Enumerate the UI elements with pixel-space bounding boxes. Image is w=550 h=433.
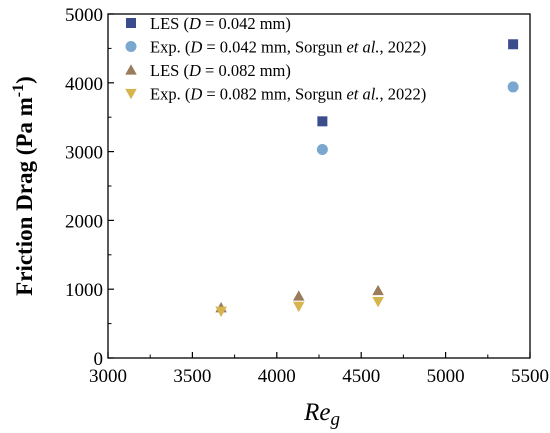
- y-axis-label-sup: -1: [10, 84, 27, 97]
- legend-var: D: [188, 14, 201, 33]
- y-tick-label: 1000: [65, 280, 103, 301]
- legend-text: = 0.042 mm): [201, 14, 291, 33]
- y-axis-label: Friction Drag (Pa m-1): [10, 76, 37, 296]
- data-marks: [215, 39, 519, 317]
- x-tick-label: 3500: [173, 366, 211, 387]
- legend-marker-triangle-down: [125, 88, 137, 100]
- x-tick-label: 5000: [427, 366, 465, 387]
- y-tick-label: 0: [94, 349, 104, 370]
- legend-marker-circle: [125, 41, 137, 52]
- x-tick-label: 3000: [89, 366, 127, 387]
- legend-marker-triangle-up: [125, 64, 137, 75]
- y-axis-label-tail: ): [12, 76, 37, 84]
- x-tick-label: 4500: [342, 366, 380, 387]
- x-axis-label-sub: g: [330, 409, 340, 430]
- y-axis-label-main: Friction Drag (Pa m: [12, 97, 37, 296]
- legend: LES (D = 0.042 mm)Exp. (D = 0.042 mm, So…: [125, 14, 426, 104]
- legend-var: D: [189, 85, 202, 104]
- x-axis-label: Reg: [303, 399, 340, 430]
- legend-label: Exp. (D = 0.082 mm, Sorgun et al., 2022): [150, 85, 426, 104]
- legend-italic: et al.: [346, 85, 379, 104]
- legend-marker-square: [126, 18, 136, 28]
- legend-label: LES (D = 0.042 mm): [150, 14, 291, 33]
- legend-text: = 0.042 mm, Sorgun: [202, 38, 346, 57]
- y-tick-label: 5000: [65, 5, 103, 26]
- data-point-square: [317, 116, 328, 127]
- x-tick-label: 5500: [511, 366, 549, 387]
- x-axis-label-main: Re: [303, 399, 330, 426]
- data-point-circle: [507, 81, 519, 93]
- legend-italic: et al.: [346, 38, 379, 57]
- data-point-triangle-down: [292, 301, 305, 313]
- axis-labels: Reg Friction Drag (Pa m-1): [10, 76, 340, 430]
- data-point-triangle-down: [372, 296, 384, 308]
- legend-text: LES (: [150, 61, 189, 80]
- legend-text: , 2022): [379, 85, 426, 104]
- data-point-triangle-up: [372, 284, 384, 296]
- legend-var: D: [189, 38, 202, 57]
- y-tick-label: 3000: [65, 143, 103, 164]
- legend-text: = 0.082 mm): [201, 61, 291, 80]
- legend-text: = 0.082 mm, Sorgun: [202, 85, 346, 104]
- legend-text: Exp. (: [150, 38, 190, 57]
- legend-var: D: [188, 61, 201, 80]
- legend-text: Exp. (: [150, 85, 190, 104]
- y-tick-label: 4000: [65, 74, 103, 95]
- legend-text: LES (: [150, 14, 189, 33]
- legend-label: LES (D = 0.082 mm): [150, 61, 291, 80]
- legend-label: Exp. (D = 0.042 mm, Sorgun et al., 2022): [150, 38, 426, 57]
- x-tick-label: 4000: [258, 366, 296, 387]
- data-point-circle: [316, 144, 328, 156]
- y-tick-label: 2000: [65, 211, 103, 232]
- legend-text: , 2022): [379, 38, 426, 57]
- data-point-triangle-up: [292, 290, 305, 301]
- data-point-triangle-down: [215, 306, 227, 317]
- data-point-square: [508, 39, 519, 50]
- axes-layer: 3000 3500 4000 4500 5000 5500 0 1000 2000 3000 400…: [65, 5, 549, 387]
